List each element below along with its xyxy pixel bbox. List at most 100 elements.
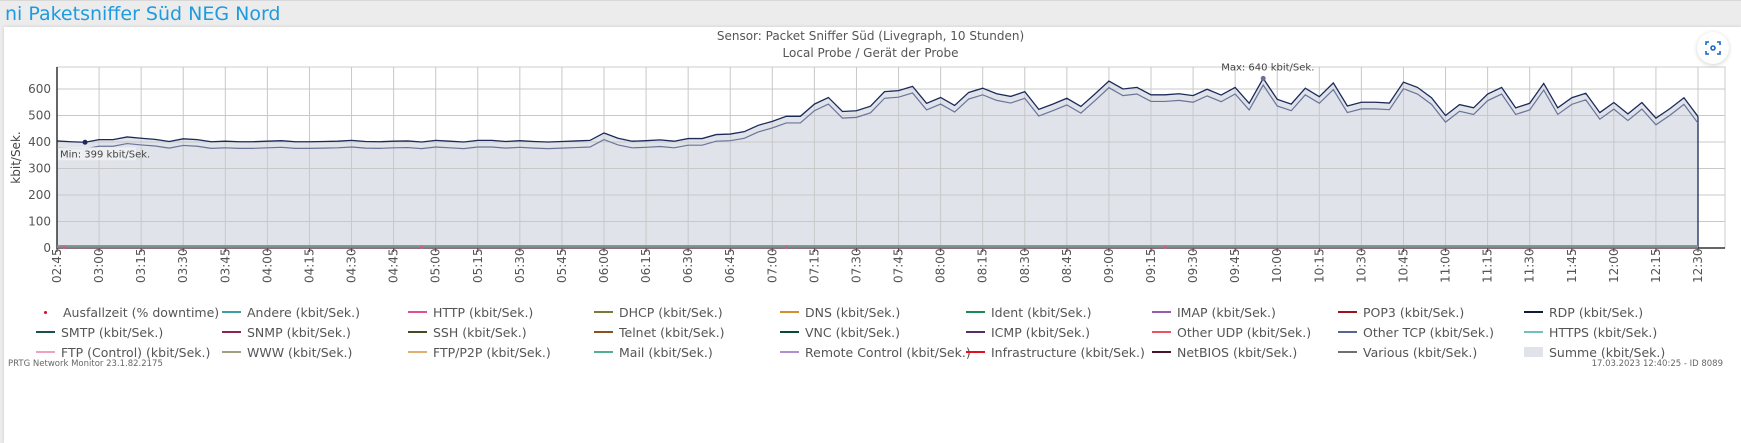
downtime-marker xyxy=(784,245,788,249)
min-label: Min: 399 kbit/Sek. xyxy=(60,149,150,160)
legend-swatch xyxy=(1524,311,1543,313)
legend-item[interactable]: Ident (kbit/Sek.) xyxy=(966,304,1152,320)
legend-swatch xyxy=(1152,331,1171,333)
legend-swatch xyxy=(594,311,613,313)
legend-item[interactable]: RDP (kbit/Sek.) xyxy=(1524,304,1710,320)
legend-swatch xyxy=(222,351,241,353)
y-axis-label: kbit/Sek. xyxy=(9,131,23,183)
legend-item[interactable]: Other UDP (kbit/Sek.) xyxy=(1152,324,1338,340)
legend-item[interactable]: Mail (kbit/Sek.) xyxy=(594,344,780,360)
y-tick-label: 600 xyxy=(28,82,51,96)
legend-swatch xyxy=(408,311,427,313)
legend-swatch xyxy=(780,311,799,313)
legend-swatch xyxy=(594,331,613,333)
legend-item[interactable]: DHCP (kbit/Sek.) xyxy=(594,304,780,320)
summe-line xyxy=(56,77,1699,143)
x-tick-label: 03:45 xyxy=(218,248,232,283)
x-tick-label: 11:00 xyxy=(1439,248,1453,283)
x-tick-label: 07:45 xyxy=(892,248,906,283)
legend-swatch xyxy=(1338,351,1357,353)
x-tick-label: 08:45 xyxy=(1060,248,1074,283)
y-tick-label: 0 xyxy=(43,241,51,255)
legend-item[interactable]: VNC (kbit/Sek.) xyxy=(780,324,966,340)
legend-label: Remote Control (kbit/Sek.) xyxy=(805,344,971,360)
x-tick-label: 03:30 xyxy=(176,248,190,283)
legend-swatch xyxy=(1524,331,1543,333)
chart-legend: Ausfallzeit (% downtime) Andere (kbit/Sek… xyxy=(36,304,1710,360)
legend-swatch xyxy=(1338,311,1357,313)
x-tick-label: 03:15 xyxy=(134,248,148,283)
legend-item[interactable]: FTP (Control) (kbit/Sek.) xyxy=(36,344,222,360)
legend-label: Other TCP (kbit/Sek.) xyxy=(1363,324,1494,340)
legend-label: SSH (kbit/Sek.) xyxy=(433,324,527,340)
legend-item[interactable]: Andere (kbit/Sek.) xyxy=(222,304,408,320)
legend-item[interactable]: IMAP (kbit/Sek.) xyxy=(1152,304,1338,320)
legend-swatch xyxy=(966,331,985,333)
x-tick-label: 05:30 xyxy=(513,248,527,283)
x-tick-label: 02:45 xyxy=(50,248,64,283)
x-tick-label: 12:15 xyxy=(1649,248,1663,283)
min-marker xyxy=(82,139,88,145)
legend-item[interactable]: FTP/P2P (kbit/Sek.) xyxy=(408,344,594,360)
legend-item[interactable]: HTTP (kbit/Sek.) xyxy=(408,304,594,320)
legend-item[interactable]: DNS (kbit/Sek.) xyxy=(780,304,966,320)
legend-label: Ausfallzeit (% downtime) xyxy=(63,304,220,320)
chart-subtitle: Local Probe / Gerät der Probe xyxy=(782,46,959,60)
x-tick-label: 06:30 xyxy=(681,248,695,283)
x-tick-label: 11:15 xyxy=(1481,248,1495,283)
legend-label: Ident (kbit/Sek.) xyxy=(991,304,1092,320)
legend-item[interactable]: Various (kbit/Sek.) xyxy=(1338,344,1524,360)
max-label: Max: 640 kbit/Sek. xyxy=(1221,62,1314,73)
legend-swatch xyxy=(1152,351,1171,353)
legend-label: Various (kbit/Sek.) xyxy=(1363,344,1478,360)
x-tick-label: 07:15 xyxy=(807,248,821,283)
legend-label: SNMP (kbit/Sek.) xyxy=(247,324,351,340)
legend-label: POP3 (kbit/Sek.) xyxy=(1363,304,1465,320)
camera-focus-icon xyxy=(1705,41,1721,55)
downtime-marker xyxy=(62,245,66,249)
legend-item[interactable]: POP3 (kbit/Sek.) xyxy=(1338,304,1524,320)
footer-version: PRTG Network Monitor 23.1.82.2175 xyxy=(8,359,163,369)
legend-swatch xyxy=(1524,347,1543,357)
legend-item[interactable]: Infrastructure (kbit/Sek.) xyxy=(966,344,1152,360)
page-header: ni Paketsniffer Süd NEG Nord xyxy=(0,0,1741,28)
x-tick-label: 06:45 xyxy=(723,248,737,283)
x-tick-label: 08:15 xyxy=(976,248,990,283)
screenshot-button[interactable] xyxy=(1697,32,1729,64)
x-tick-label: 04:30 xyxy=(345,248,359,283)
x-tick-label: 08:30 xyxy=(1018,248,1032,283)
legend-label: RDP (kbit/Sek.) xyxy=(1549,304,1644,320)
x-tick-label: 05:00 xyxy=(429,248,443,283)
legend-label: ICMP (kbit/Sek.) xyxy=(991,324,1091,340)
x-tick-label: 05:15 xyxy=(471,248,485,283)
legend-item[interactable]: Ausfallzeit (% downtime) xyxy=(36,304,222,320)
legend-label: FTP (Control) (kbit/Sek.) xyxy=(61,344,211,360)
legend-item[interactable]: ICMP (kbit/Sek.) xyxy=(966,324,1152,340)
legend-item[interactable]: SNMP (kbit/Sek.) xyxy=(222,324,408,340)
legend-label: HTTPS (kbit/Sek.) xyxy=(1549,324,1658,340)
x-tick-label: 04:00 xyxy=(260,248,274,283)
legend-item[interactable]: Summe (kbit/Sek.) xyxy=(1524,344,1710,360)
legend-label: HTTP (kbit/Sek.) xyxy=(433,304,534,320)
legend-label: FTP/P2P (kbit/Sek.) xyxy=(433,344,551,360)
x-tick-label: 11:30 xyxy=(1523,248,1537,283)
legend-item[interactable]: SMTP (kbit/Sek.) xyxy=(36,324,222,340)
chart-title: Sensor: Packet Sniffer Süd (Livegraph, 1… xyxy=(716,29,1025,43)
legend-item[interactable]: Other TCP (kbit/Sek.) xyxy=(1338,324,1524,340)
legend-swatch xyxy=(1152,311,1171,313)
legend-item[interactable]: SSH (kbit/Sek.) xyxy=(408,324,594,340)
x-tick-label: 09:15 xyxy=(1144,248,1158,283)
legend-item[interactable]: WWW (kbit/Sek.) xyxy=(222,344,408,360)
x-tick-label: 09:45 xyxy=(1228,248,1242,283)
legend-item[interactable]: HTTPS (kbit/Sek.) xyxy=(1524,324,1710,340)
other-tcp-line xyxy=(56,83,1699,150)
legend-item[interactable]: Telnet (kbit/Sek.) xyxy=(594,324,780,340)
legend-swatch xyxy=(222,331,241,333)
legend-item[interactable]: NetBIOS (kbit/Sek.) xyxy=(1152,344,1338,360)
legend-label: Telnet (kbit/Sek.) xyxy=(619,324,725,340)
x-tick-label: 04:45 xyxy=(387,248,401,283)
legend-item[interactable]: Remote Control (kbit/Sek.) xyxy=(780,344,971,360)
legend-label: Infrastructure (kbit/Sek.) xyxy=(991,344,1145,360)
legend-swatch xyxy=(408,331,427,333)
legend-label: IMAP (kbit/Sek.) xyxy=(1177,304,1276,320)
